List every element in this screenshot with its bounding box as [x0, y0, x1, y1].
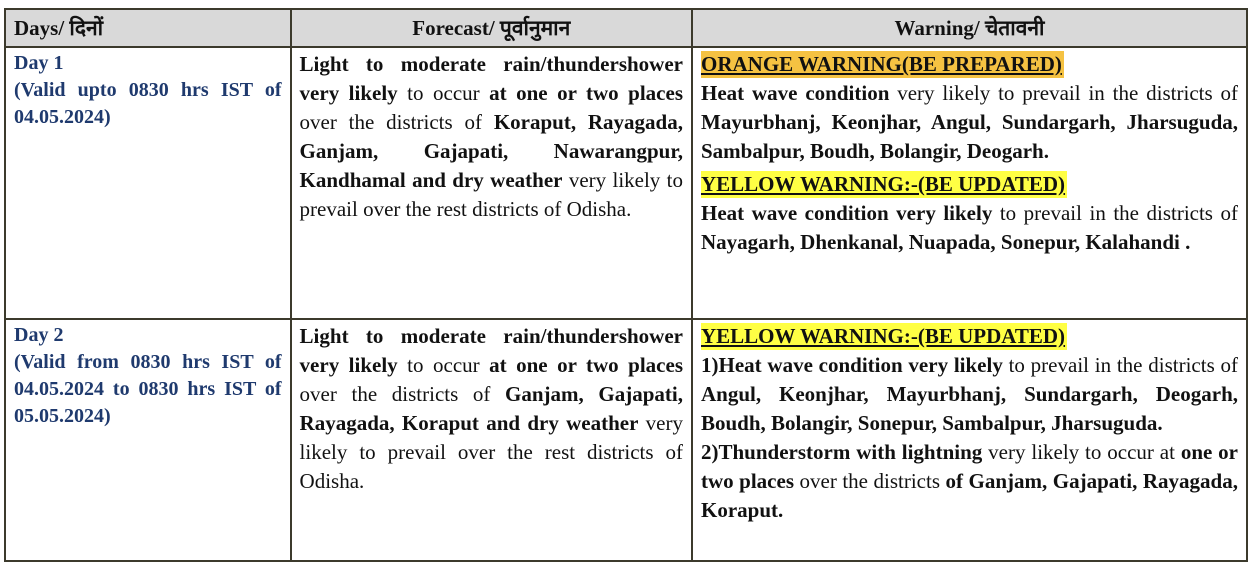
header-warning: Warning/ चेतावनी	[693, 10, 1246, 46]
warning-segment: to prevail in the districts of	[992, 201, 1238, 225]
warning-segment: Nayagarh, Dhenkanal, Nuapada, Sonepur, K…	[701, 230, 1191, 254]
warning-segment: Mayurbhanj, Keonjhar, Angul, Sundargarh,…	[701, 110, 1238, 163]
warning-segment: over the districts	[794, 469, 946, 493]
table-row: Day 2 (Valid from 0830 hrs IST of 04.05.2…	[6, 320, 1246, 560]
warning-segment: to prevail in the districts of	[1002, 353, 1238, 377]
warning-text: 1)Heat wave condition very likely to pre…	[701, 351, 1238, 438]
warning-segment: 2)Thunderstorm with lightning	[701, 440, 983, 464]
warning-segment: very likely to occur at	[982, 440, 1181, 464]
forecast-segment: very likely to prevail over the rest dis…	[299, 411, 683, 493]
day-cell: Day 1 (Valid upto 0830 hrs IST of 04.05.2…	[6, 48, 290, 318]
warning-segment: one or two places	[701, 440, 1239, 493]
warning-text: 2)Thunderstorm with lightning very likel…	[701, 438, 1238, 525]
day-validity: (Valid upto 0830 hrs IST of 04.05.2024)	[14, 79, 282, 128]
forecast-segment: over the districts of	[299, 110, 494, 134]
forecast-segment: Light to moderate rain/thundershower ver…	[299, 52, 683, 105]
forecast-segment: over the districts of	[299, 382, 506, 406]
forecast-segment: very likely to prevail over the rest dis…	[299, 168, 683, 221]
day-title: Day 1	[14, 52, 64, 74]
forecast-segment: Light to moderate rain/thundershower ver…	[299, 324, 683, 377]
warning-text: Heat wave condition very likely to preva…	[701, 79, 1238, 166]
warning-cell: YELLOW WARNING:-(BE UPDATED) 1)Heat wave …	[693, 320, 1246, 560]
forecast-cell: Light to moderate rain/thundershower ver…	[291, 48, 691, 318]
weather-warning-table: Days/ दिनों Forecast/ पूर्वानुमान Warnin…	[4, 8, 1248, 562]
day-title: Day 2	[14, 324, 64, 346]
warning-heading-text: YELLOW WARNING:-(BE UPDATED)	[701, 171, 1068, 198]
forecast-segment: to occur	[397, 353, 490, 377]
header-days: Days/ दिनों	[6, 10, 290, 46]
day-cell: Day 2 (Valid from 0830 hrs IST of 04.05.2…	[6, 320, 290, 560]
warning-segment: very likely to prevail in the districts …	[889, 81, 1238, 105]
warning-text: Heat wave condition very likely to preva…	[701, 199, 1238, 257]
yellow-warning-heading: YELLOW WARNING:-(BE UPDATED)	[701, 322, 1238, 351]
warning-cell: ORANGE WARNING(BE PREPARED) Heat wave con…	[693, 48, 1246, 318]
orange-warning-heading: ORANGE WARNING(BE PREPARED)	[701, 50, 1238, 79]
warning-segment: Heat wave condition	[701, 81, 890, 105]
warning-segment: of Ganjam, Gajapati, Rayagada, Koraput.	[701, 469, 1238, 522]
warning-segment: Heat wave condition very likely	[701, 201, 993, 225]
forecast-segment: at one or two places	[489, 353, 683, 377]
forecast-segment: to occur	[397, 81, 490, 105]
table-row: Day 1 (Valid upto 0830 hrs IST of 04.05.2…	[6, 48, 1246, 318]
warning-segment: Angul, Keonjhar, Mayurbhanj, Sundargarh,…	[701, 382, 1238, 435]
day-validity: (Valid from 0830 hrs IST of 04.05.2024 t…	[14, 351, 282, 427]
forecast-text: Light to moderate rain/thundershower ver…	[300, 322, 683, 496]
header-forecast: Forecast/ पूर्वानुमान	[291, 10, 691, 46]
forecast-segment: Koraput, Rayagada, Ganjam, Gajapati, Naw…	[299, 110, 683, 192]
forecast-text: Light to moderate rain/thundershower ver…	[300, 50, 683, 224]
yellow-warning-heading: YELLOW WARNING:-(BE UPDATED)	[701, 170, 1238, 199]
warning-heading-text: ORANGE WARNING(BE PREPARED)	[701, 51, 1064, 78]
warning-segment: 1)Heat wave condition very likely	[701, 353, 1003, 377]
forecast-segment: at one or two places	[489, 81, 683, 105]
warning-heading-text: YELLOW WARNING:-(BE UPDATED)	[701, 323, 1068, 350]
header-row: Days/ दिनों Forecast/ पूर्वानुमान Warnin…	[6, 10, 1246, 46]
forecast-segment: Ganjam, Gajapati, Rayagada, Koraput and …	[299, 382, 683, 435]
forecast-cell: Light to moderate rain/thundershower ver…	[291, 320, 691, 560]
